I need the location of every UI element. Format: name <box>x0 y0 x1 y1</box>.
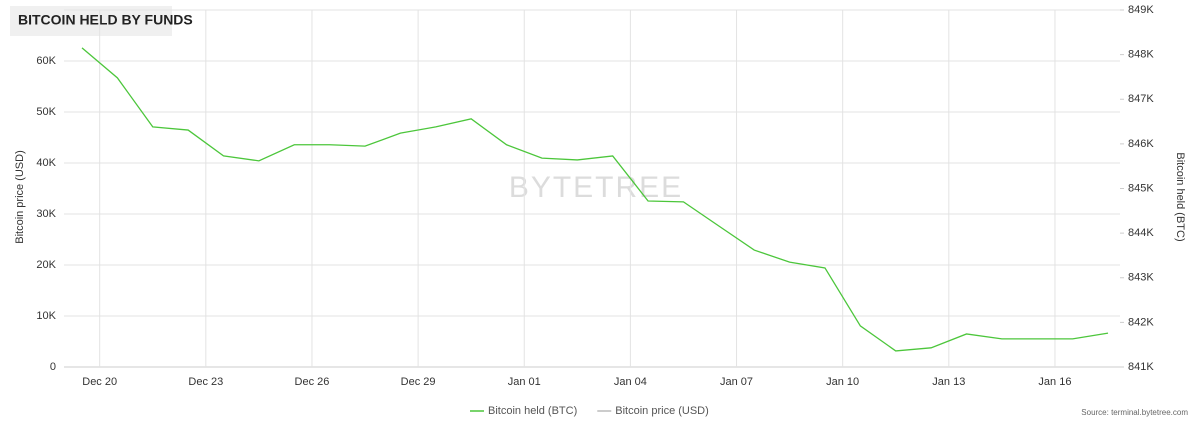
y2-axis-label: Bitcoin held (BTC) <box>1174 152 1186 241</box>
legend-label: Bitcoin price (USD) <box>615 405 709 417</box>
y2-tick-label: 845K <box>1128 182 1154 194</box>
x-tick-label: Jan 07 <box>720 376 753 388</box>
y-tick-label: 60K <box>36 55 56 67</box>
y2-tick-label: 844K <box>1128 227 1154 239</box>
y2-tick-label: 842K <box>1128 316 1154 328</box>
y2-tick-label: 841K <box>1128 361 1154 373</box>
y-tick-label: 30K <box>36 208 56 220</box>
x-tick-label: Dec 29 <box>401 376 436 388</box>
y-axis-label: Bitcoin price (USD) <box>14 150 26 244</box>
x-tick-label: Dec 26 <box>295 376 330 388</box>
y-tick-label: 0 <box>50 361 56 373</box>
watermark: BYTETREE <box>509 171 683 204</box>
y2-tick-label: 848K <box>1128 49 1154 61</box>
y-tick-label: 10K <box>36 310 56 322</box>
y2-tick-label: 847K <box>1128 93 1154 105</box>
y-tick-label: 40K <box>36 157 56 169</box>
x-tick-label: Jan 16 <box>1038 376 1071 388</box>
chart-title: BITCOIN HELD BY FUNDS <box>18 12 193 28</box>
x-tick-label: Jan 13 <box>932 376 965 388</box>
x-tick-label: Jan 10 <box>826 376 859 388</box>
series-line <box>81 47 1109 352</box>
y-tick-label: 50K <box>36 106 56 118</box>
legend-label: Bitcoin held (BTC) <box>488 405 577 417</box>
x-tick-label: Dec 20 <box>82 376 117 388</box>
x-tick-label: Jan 04 <box>614 376 647 388</box>
x-tick-label: Jan 01 <box>508 376 541 388</box>
x-tick-label: Dec 23 <box>188 376 223 388</box>
y2-tick-label: 849K <box>1128 4 1154 16</box>
y2-tick-label: 843K <box>1128 272 1154 284</box>
y-tick-label: 20K <box>36 259 56 271</box>
title-box <box>10 6 172 36</box>
source: Source: terminal.bytetree.com <box>1081 408 1188 417</box>
y2-tick-label: 846K <box>1128 138 1154 150</box>
